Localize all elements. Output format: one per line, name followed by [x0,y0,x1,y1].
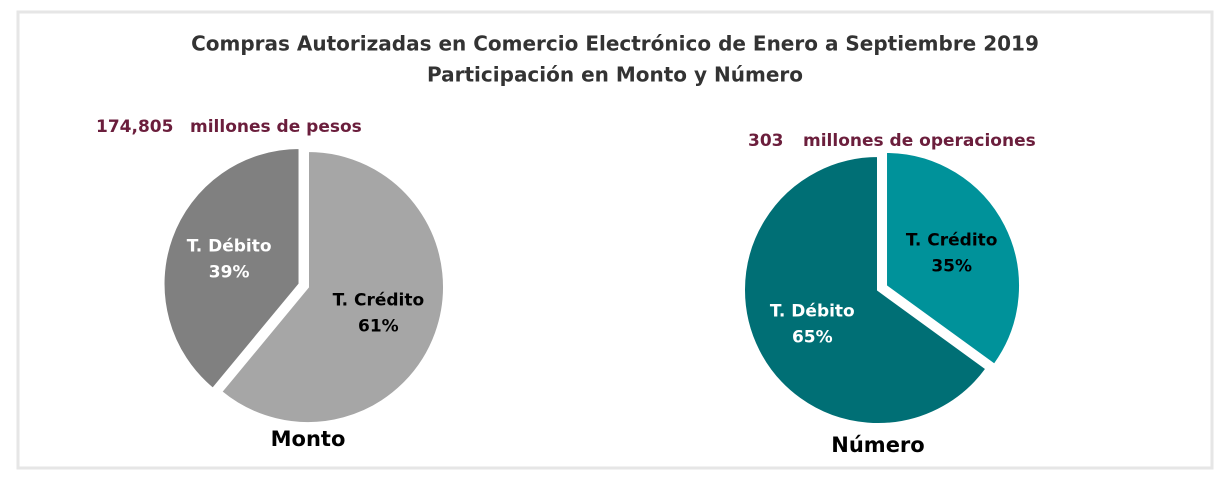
title: Compras Autorizadas en Comercio Electrón… [191,32,1039,56]
pie-title: Monto [271,427,346,451]
total-value: 174,805 [96,117,173,137]
total-unit: millones de pesos [190,117,362,137]
total-unit: millones de operaciones [803,131,1036,151]
slice-value-label: 35% [931,256,972,276]
total-value: 303 [748,131,784,151]
slice-value-label: 65% [792,327,833,347]
pie-title: Número [831,433,924,457]
slice-value-label: 39% [209,263,250,283]
pie-slice [743,154,988,425]
slice-label: T. Crédito [906,230,998,250]
pie-slice [219,149,445,424]
slice-label: T. Débito [187,237,272,257]
slice-value-label: 61% [358,316,399,336]
subtitle: Participación en Monto y Número [427,63,803,87]
slice-label: T. Crédito [333,290,425,310]
slice-label: T. Débito [770,301,855,321]
pie-slice [885,150,1022,367]
pie-slice [162,146,301,391]
